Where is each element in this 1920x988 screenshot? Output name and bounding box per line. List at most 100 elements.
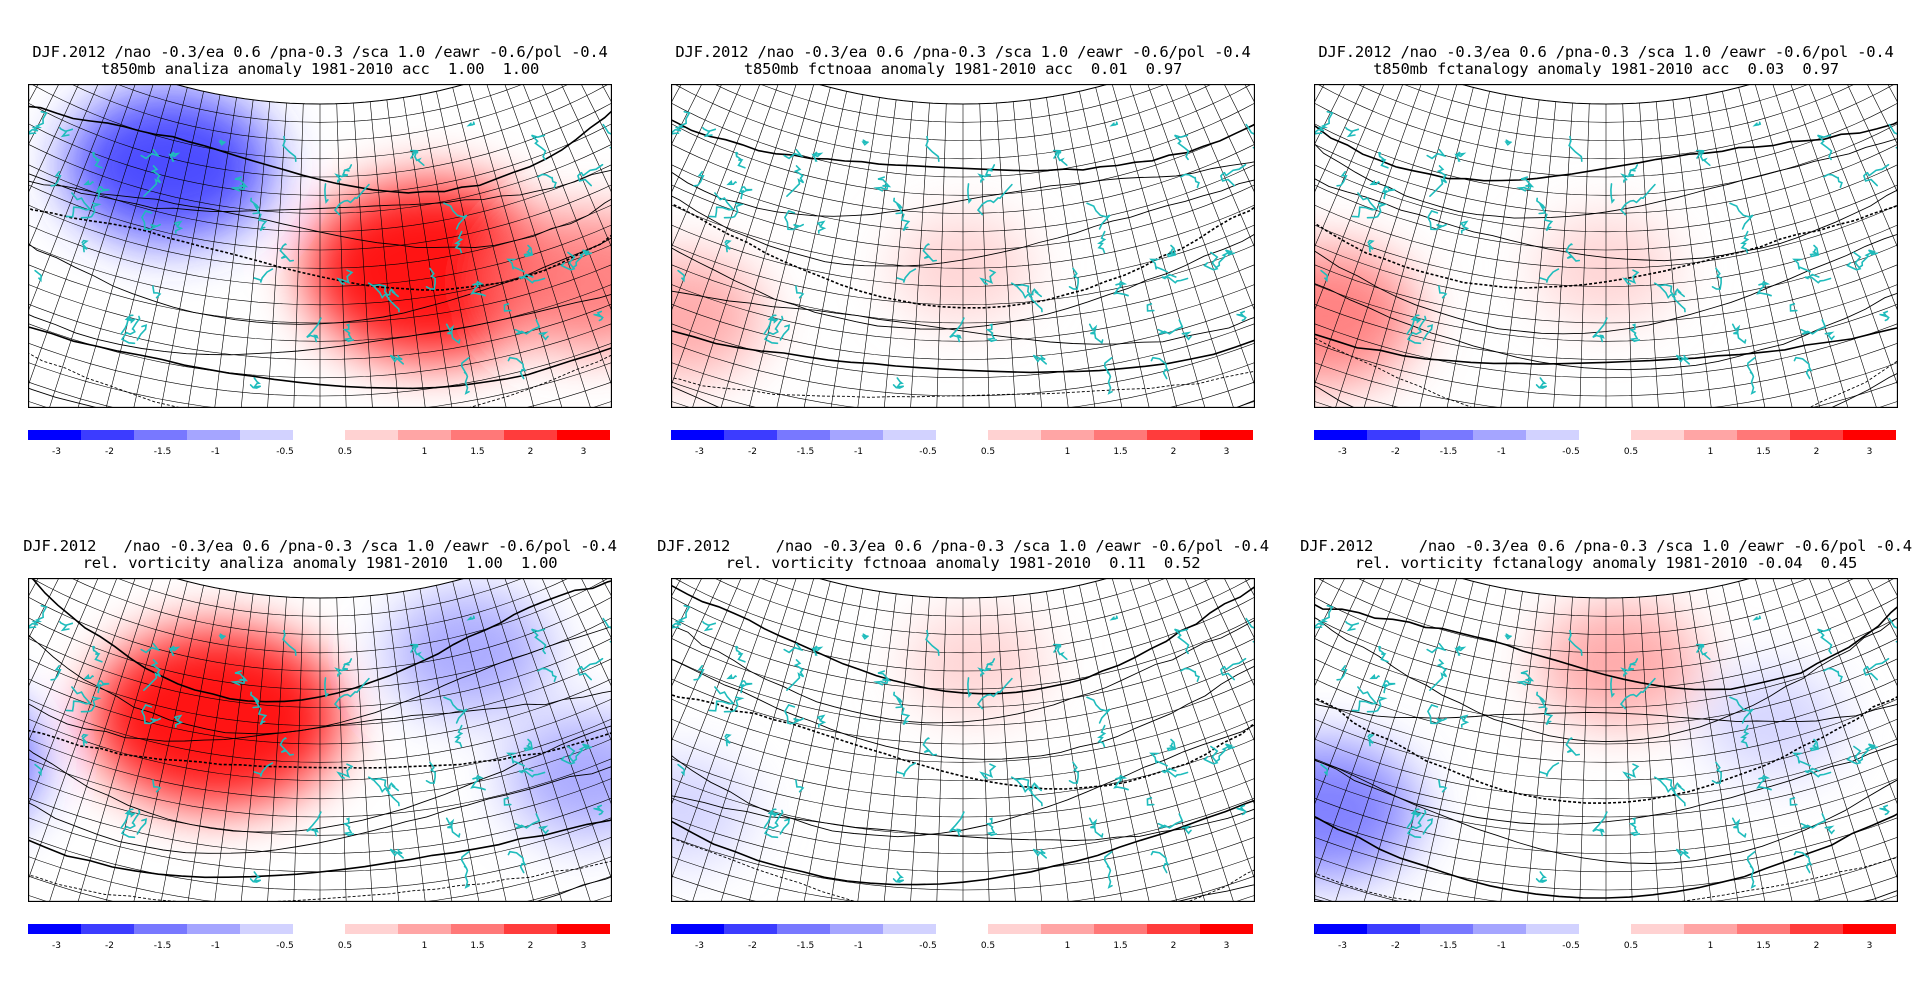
colorbar-tick-label: 3 bbox=[1867, 447, 1873, 457]
colorbar-tick-label: 0.5 bbox=[1624, 941, 1638, 951]
colorbar-tick-label: -1 bbox=[211, 941, 220, 951]
colorbar-tick-label: -3 bbox=[1338, 941, 1347, 951]
colorbar-positive-swatch bbox=[345, 430, 398, 440]
colorbar-negative-swatch bbox=[671, 430, 724, 440]
colorbar-tick-label: 3 bbox=[581, 941, 587, 951]
map-frame bbox=[1314, 84, 1898, 408]
coastlines bbox=[1314, 604, 1898, 889]
coastlines bbox=[1314, 110, 1898, 395]
colorbar-negative-swatch bbox=[28, 430, 81, 440]
positive-anomaly bbox=[1537, 601, 1702, 726]
anomaly-map bbox=[671, 578, 1255, 902]
colorbar-tick-label: 1 bbox=[422, 941, 428, 951]
colorbar-negative-swatch bbox=[81, 430, 134, 440]
colorbar-negative-swatch bbox=[1473, 430, 1526, 440]
colorbar-tick-label: -3 bbox=[695, 941, 704, 951]
colorbar-tick-label: -0.5 bbox=[1562, 447, 1580, 457]
colorbar-tick-label: 2 bbox=[1814, 941, 1820, 951]
colorbar-negative-swatch bbox=[1367, 430, 1420, 440]
panel-title-line2: rel. vorticity analiza anomaly 1981-2010… bbox=[82, 554, 558, 572]
colorbar-tick-label: -3 bbox=[52, 447, 61, 457]
colorbar-tick-label: -0.5 bbox=[276, 447, 294, 457]
colorbar-tick-label: 1 bbox=[422, 447, 428, 457]
colorbar-tick-label: -2 bbox=[105, 447, 114, 457]
colorbar-positive-swatch bbox=[504, 924, 557, 934]
anomaly-map bbox=[1314, 84, 1898, 408]
colorbar-positive-swatch bbox=[504, 430, 557, 440]
colorbar-tick-label: -3 bbox=[695, 447, 704, 457]
colorbar-positive-swatch bbox=[1737, 430, 1790, 440]
colorbar-tick-label: 2 bbox=[528, 941, 534, 951]
positive-anomaly bbox=[905, 608, 1048, 719]
coastlines bbox=[671, 604, 1255, 889]
panel-title-line2: t850mb fctnoaa anomaly 1981-2010 acc 0.0… bbox=[743, 60, 1183, 78]
panel-title-line1: DJF.2012 /nao -0.3/ea 0.6 /pna-0.3 /sca … bbox=[32, 43, 608, 61]
colorbar-tick-label: -1.5 bbox=[797, 941, 815, 951]
map-panel: DJF.2012 /nao -0.3/ea 0.6 /pna-0.3 /sca … bbox=[0, 494, 640, 988]
colorbar-tick-label: -1.5 bbox=[154, 447, 172, 457]
colorbar-tick-label: 0.5 bbox=[338, 447, 352, 457]
map-panel: DJF.2012 /nao -0.3/ea 0.6 /pna-0.3 /sca … bbox=[643, 0, 1283, 494]
anomaly-map bbox=[28, 84, 612, 408]
colorbar-negative-swatch bbox=[777, 924, 830, 934]
colorbar: -3 -2 -1.5 -1 -0.5 0.5 1 1.5 2 3 bbox=[671, 430, 1253, 457]
contour-lines bbox=[671, 93, 1255, 408]
colorbar-negative-swatch bbox=[777, 430, 830, 440]
contour-lines bbox=[1314, 578, 1898, 902]
colorbar-tick-label: 1.5 bbox=[1113, 941, 1127, 951]
colorbar: -3 -2 -1.5 -1 -0.5 0.5 1 1.5 2 3 bbox=[671, 924, 1253, 951]
colorbar: -3 -2 -1.5 -1 -0.5 0.5 1 1.5 2 3 bbox=[1314, 430, 1896, 457]
colorbar-tick-label: -1 bbox=[211, 447, 220, 457]
colorbar-positive-swatch bbox=[557, 430, 610, 440]
colorbar-negative-swatch bbox=[671, 924, 724, 934]
colorbar-tick-label: -0.5 bbox=[276, 941, 294, 951]
colorbar-positive-swatch bbox=[451, 924, 504, 934]
colorbar-positive-swatch bbox=[1790, 924, 1843, 934]
colorbar-positive-swatch bbox=[988, 430, 1041, 440]
anomaly-map bbox=[671, 84, 1255, 408]
contour-lines bbox=[671, 578, 1255, 902]
colorbar-positive-swatch bbox=[398, 924, 451, 934]
panel-title-line1: DJF.2012 /nao -0.3/ea 0.6 /pna-0.3 /sca … bbox=[1318, 43, 1894, 61]
contour-lines bbox=[28, 578, 612, 902]
colorbar-positive-swatch bbox=[1631, 924, 1684, 934]
colorbar-positive-swatch bbox=[1200, 430, 1253, 440]
contour-lines bbox=[28, 84, 612, 408]
colorbar-negative-swatch bbox=[1420, 430, 1473, 440]
colorbar-negative-swatch bbox=[240, 924, 293, 934]
colorbar-positive-swatch bbox=[1094, 924, 1147, 934]
colorbar-negative-swatch bbox=[81, 924, 134, 934]
map-frame bbox=[671, 84, 1255, 408]
colorbar-tick-label: -1.5 bbox=[1440, 447, 1458, 457]
map-frame bbox=[1314, 578, 1898, 902]
colorbar-tick-label: -3 bbox=[52, 941, 61, 951]
colorbar-tick-label: 0.5 bbox=[1624, 447, 1638, 457]
anomaly-map bbox=[28, 578, 612, 902]
anomaly-map bbox=[1314, 578, 1898, 902]
panel-title-line1: DJF.2012 /nao -0.3/ea 0.6 /pna-0.3 /sca … bbox=[1300, 537, 1912, 555]
colorbar-negative-swatch bbox=[1314, 924, 1367, 934]
colorbar-tick-label: -0.5 bbox=[919, 941, 937, 951]
colorbar-tick-label: 3 bbox=[1224, 941, 1230, 951]
map-frame bbox=[28, 578, 612, 902]
colorbar-tick-label: -3 bbox=[1338, 447, 1347, 457]
colorbar-tick-label: -2 bbox=[748, 447, 757, 457]
negative-anomaly bbox=[506, 713, 612, 838]
colorbar-tick-label: -1 bbox=[1497, 941, 1506, 951]
colorbar-tick-label: 0.5 bbox=[981, 941, 995, 951]
colorbar-negative-swatch bbox=[1367, 924, 1420, 934]
colorbar-positive-swatch bbox=[1684, 924, 1737, 934]
colorbar-positive-swatch bbox=[345, 924, 398, 934]
panel-title-line2: t850mb analiza anomaly 1981-2010 acc 1.0… bbox=[100, 60, 540, 78]
colorbar-tick-label: 1 bbox=[1708, 941, 1714, 951]
colorbar-tick-label: 2 bbox=[1171, 447, 1177, 457]
colorbar-tick-label: -0.5 bbox=[919, 447, 937, 457]
colorbar-tick-label: 1 bbox=[1708, 447, 1714, 457]
colorbar-negative-swatch bbox=[724, 430, 777, 440]
colorbar-tick-label: 2 bbox=[528, 447, 534, 457]
colorbar-tick-label: 3 bbox=[1867, 941, 1873, 951]
colorbar-positive-swatch bbox=[1843, 924, 1896, 934]
colorbar-tick-label: 1.5 bbox=[1113, 447, 1127, 457]
map-frame bbox=[671, 578, 1255, 902]
colorbar-negative-swatch bbox=[134, 924, 187, 934]
